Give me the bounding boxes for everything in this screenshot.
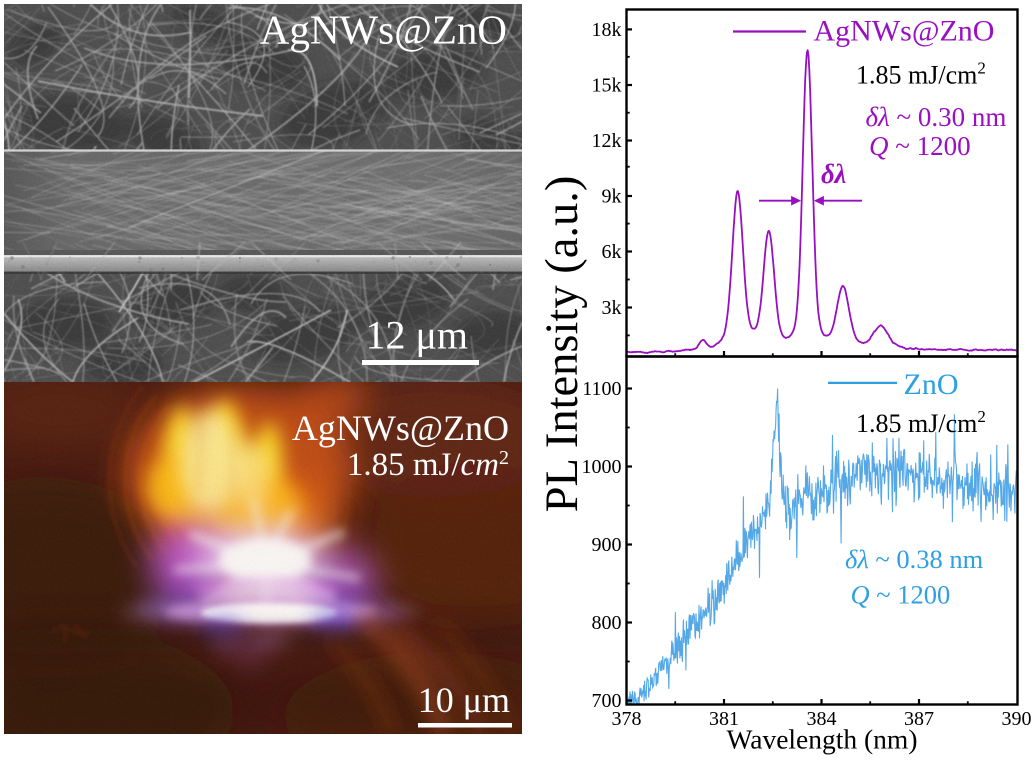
svg-text:Wavelength (nm): Wavelength (nm) bbox=[727, 724, 918, 755]
svg-text:ZnO: ZnO bbox=[904, 368, 959, 401]
svg-text:12k: 12k bbox=[592, 130, 622, 152]
svg-text:AgNWs@ZnO: AgNWs@ZnO bbox=[814, 15, 995, 48]
svg-text:900: 900 bbox=[592, 534, 622, 556]
svg-text:Q ~ 1200: Q ~ 1200 bbox=[869, 131, 971, 161]
svg-text:800: 800 bbox=[592, 612, 622, 634]
svg-text:10 μm: 10 μm bbox=[418, 680, 510, 720]
svg-text:384: 384 bbox=[807, 708, 837, 730]
svg-text:15k: 15k bbox=[592, 75, 622, 97]
svg-text:δλ ~ 0.38 nm: δλ ~ 0.38 nm bbox=[845, 544, 984, 574]
svg-text:AgNWs@ZnO: AgNWs@ZnO bbox=[260, 7, 507, 53]
svg-text:387: 387 bbox=[904, 708, 934, 730]
svg-text:PL Intensity (a.u.): PL Intensity (a.u.) bbox=[537, 176, 588, 513]
svg-text:381: 381 bbox=[709, 708, 739, 730]
svg-text:1100: 1100 bbox=[582, 378, 621, 400]
svg-text:δλ ~ 0.30 nm: δλ ~ 0.30 nm bbox=[866, 102, 1007, 132]
svg-text:Q ~ 1200: Q ~ 1200 bbox=[851, 580, 951, 610]
svg-text:1.85 mJ/cm2: 1.85 mJ/cm2 bbox=[856, 407, 986, 438]
svg-text:6k: 6k bbox=[602, 241, 622, 263]
svg-text:AgNWs@ZnO: AgNWs@ZnO bbox=[292, 408, 509, 448]
svg-text:700: 700 bbox=[592, 690, 622, 712]
svg-text:378: 378 bbox=[612, 708, 642, 730]
svg-text:1000: 1000 bbox=[582, 456, 622, 478]
svg-text:1.85 mJ/cm2: 1.85 mJ/cm2 bbox=[347, 447, 509, 483]
svg-text:18k: 18k bbox=[592, 19, 622, 41]
svg-text:3k: 3k bbox=[602, 297, 622, 319]
svg-text:δλ: δλ bbox=[821, 159, 846, 189]
svg-text:9k: 9k bbox=[602, 186, 622, 208]
svg-text:390: 390 bbox=[1002, 708, 1032, 730]
svg-text:1.85 mJ/cm2: 1.85 mJ/cm2 bbox=[856, 59, 986, 90]
svg-text:12 μm: 12 μm bbox=[365, 313, 468, 358]
